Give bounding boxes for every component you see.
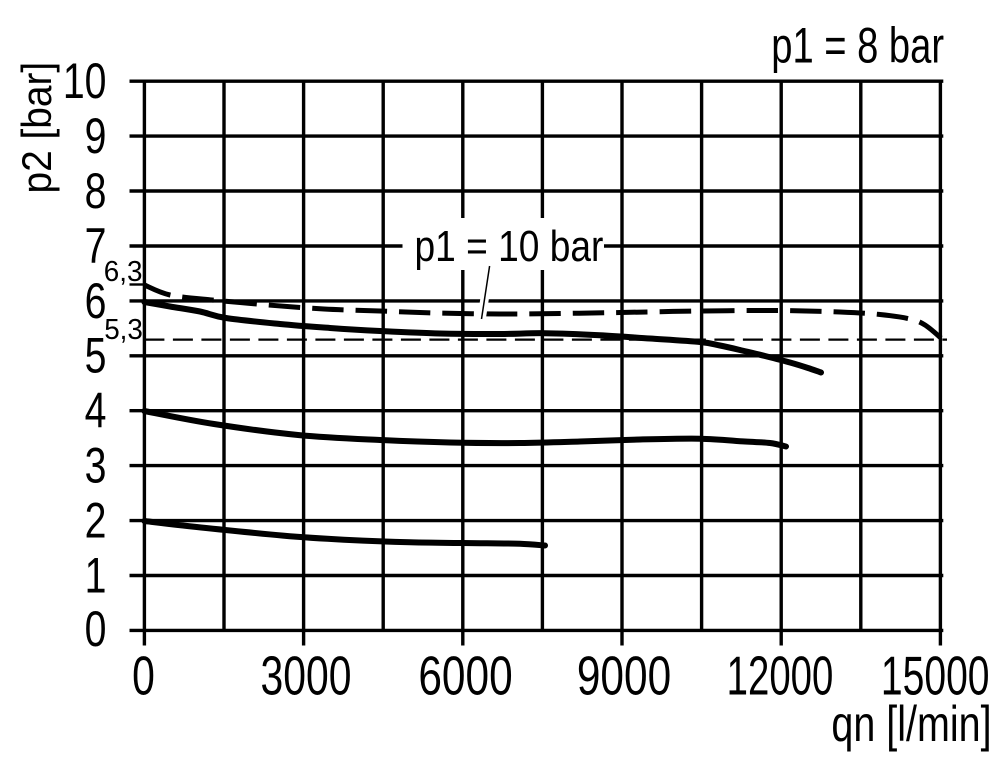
svg-text:p1 = 10 bar: p1 = 10 bar [415, 221, 604, 271]
svg-text:0: 0 [85, 600, 107, 657]
svg-text:1: 1 [85, 547, 107, 604]
svg-text:10: 10 [63, 52, 107, 109]
svg-text:9000: 9000 [577, 646, 671, 706]
svg-text:5,3: 5,3 [104, 313, 143, 346]
svg-text:qn [l/min]: qn [l/min] [831, 695, 991, 752]
svg-text:6000: 6000 [418, 646, 512, 706]
svg-text:2: 2 [85, 492, 107, 549]
svg-text:4: 4 [85, 382, 107, 439]
svg-text:5: 5 [85, 327, 107, 384]
svg-text:9: 9 [85, 107, 107, 164]
svg-text:p1 = 8 bar: p1 = 8 bar [771, 17, 944, 73]
svg-text:15000: 15000 [881, 646, 990, 707]
svg-text:3000: 3000 [261, 646, 352, 707]
svg-text:0: 0 [132, 646, 155, 707]
svg-text:12000: 12000 [727, 645, 834, 706]
svg-text:6,3: 6,3 [104, 255, 143, 288]
svg-text:3: 3 [85, 437, 107, 494]
svg-text:7: 7 [85, 217, 107, 274]
svg-text:6: 6 [85, 272, 107, 329]
svg-text:p2 [bar]: p2 [bar] [12, 62, 60, 194]
svg-text:8: 8 [85, 162, 107, 219]
